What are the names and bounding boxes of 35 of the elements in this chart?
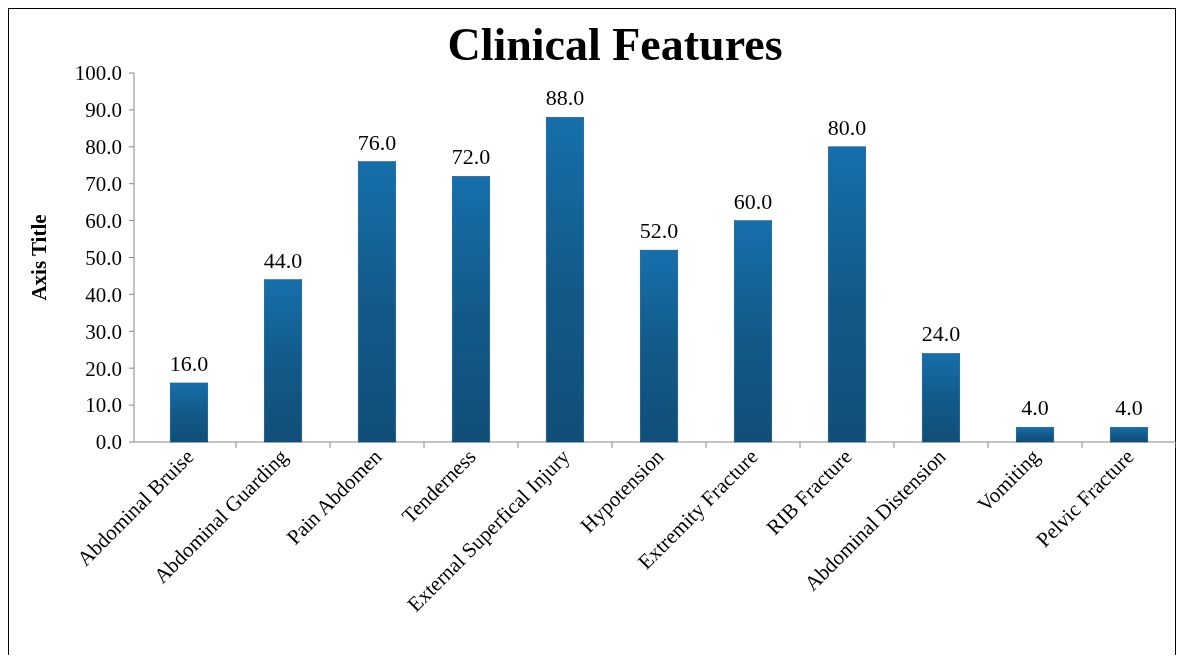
data-label: 52.0 <box>639 218 679 244</box>
data-label: 60.0 <box>733 188 773 214</box>
data-label: 76.0 <box>357 129 397 155</box>
y-tick-label: 70.0 <box>85 172 122 197</box>
data-label: 4.0 <box>1021 395 1049 421</box>
bar <box>451 176 491 443</box>
y-tick-label: 60.0 <box>85 208 122 233</box>
bar <box>827 146 867 443</box>
bar <box>263 279 303 443</box>
chart-title: Clinical Features <box>447 19 783 70</box>
y-tick-label: 20.0 <box>85 356 122 381</box>
bar <box>1015 426 1055 443</box>
y-tick-label: 40.0 <box>85 282 122 307</box>
data-label: 24.0 <box>921 321 961 347</box>
bar <box>639 249 679 443</box>
y-tick-label: 0.0 <box>95 430 122 455</box>
bar <box>733 220 773 443</box>
y-axis-title: Axis Title <box>27 214 51 301</box>
bar <box>1109 426 1149 443</box>
data-label: 80.0 <box>827 114 867 140</box>
data-label: 44.0 <box>263 247 303 273</box>
bar <box>169 382 209 443</box>
y-tick-label: 80.0 <box>85 135 122 160</box>
y-tick-label: 30.0 <box>85 319 122 344</box>
bar <box>357 161 397 443</box>
data-label: 4.0 <box>1115 395 1143 421</box>
y-tick-label: 100.0 <box>74 61 122 86</box>
y-tick-label: 90.0 <box>85 98 122 123</box>
y-tick-label: 10.0 <box>85 393 122 418</box>
data-label: 72.0 <box>451 144 491 170</box>
y-tick-label: 50.0 <box>85 245 122 270</box>
bar <box>921 353 961 443</box>
bar <box>545 117 585 443</box>
data-label: 16.0 <box>169 350 209 376</box>
data-label: 88.0 <box>545 85 585 111</box>
